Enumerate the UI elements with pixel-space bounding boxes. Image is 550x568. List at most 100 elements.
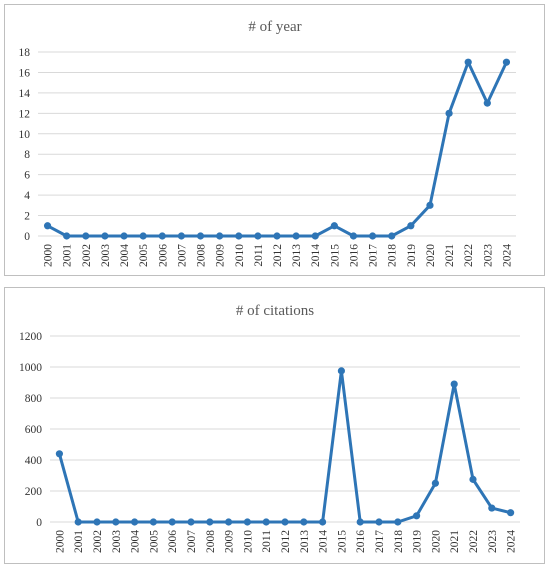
data-point xyxy=(349,232,358,240)
chart-title: # of year xyxy=(248,19,301,35)
x-tick-label: 2005 xyxy=(148,530,160,553)
series-line xyxy=(57,369,511,524)
x-tick-label: 2019 xyxy=(406,244,418,267)
x-tick-label: 2009 xyxy=(215,244,227,267)
data-point xyxy=(369,232,377,240)
data-point xyxy=(426,201,434,209)
y-tick-label: 1000 xyxy=(19,362,42,374)
data-point xyxy=(82,232,90,240)
x-tick-label: 2020 xyxy=(430,530,442,553)
y-tick-label: 600 xyxy=(25,424,43,436)
data-point xyxy=(101,232,109,240)
data-point xyxy=(158,232,166,240)
x-tick-label: 2022 xyxy=(468,530,480,553)
x-tick-label: 2007 xyxy=(176,244,188,267)
data-point xyxy=(469,475,477,483)
x-tick-label: 2019 xyxy=(412,530,424,553)
data-point xyxy=(507,509,515,517)
x-tick-label: 2001 xyxy=(73,530,85,553)
y-tick-label: 12 xyxy=(19,108,31,120)
data-point xyxy=(177,232,185,240)
x-tick-label: 2017 xyxy=(368,244,380,267)
data-point xyxy=(281,518,289,526)
x-tick-label: 2018 xyxy=(393,530,405,553)
x-tick-label: 2002 xyxy=(92,530,104,553)
x-tick-label: 2010 xyxy=(234,244,246,267)
x-tick-label: 2000 xyxy=(43,244,55,267)
y-tick-label: 200 xyxy=(25,486,43,498)
x-tick-label: 2005 xyxy=(138,244,150,267)
data-point xyxy=(168,518,176,526)
x-tick-label: 2008 xyxy=(196,244,208,267)
x-tick-label: 2023 xyxy=(482,244,494,267)
y-tick-label: 800 xyxy=(25,393,43,405)
x-tick-label: 2006 xyxy=(167,530,179,553)
data-point xyxy=(337,367,345,375)
y-tick-label: 6 xyxy=(24,170,30,182)
x-tick-label: 2004 xyxy=(130,530,142,553)
x-tick-label: 2020 xyxy=(425,244,437,267)
data-point xyxy=(292,232,300,240)
chart-panel-citations: # of citations 0 200 400 600 800 1000 1200 2000… xyxy=(4,287,545,564)
x-tick-label: 2016 xyxy=(348,244,360,267)
x-tick-label: 2013 xyxy=(299,530,311,553)
y-tick-label: 8 xyxy=(24,149,30,161)
data-point xyxy=(131,518,139,526)
data-point xyxy=(235,232,243,240)
data-point xyxy=(93,518,101,526)
x-tick-label: 2011 xyxy=(253,244,265,267)
x-tick-label: 2023 xyxy=(487,530,499,553)
data-point xyxy=(488,504,496,512)
data-point xyxy=(431,479,439,487)
y-tick-label: 2 xyxy=(24,211,30,223)
data-point xyxy=(74,518,82,526)
data-point xyxy=(196,232,205,240)
y-tick-label: 14 xyxy=(19,88,31,100)
chart-citations: # of citations 0 200 400 600 800 1000 1200 2000… xyxy=(19,303,520,553)
data-point xyxy=(187,518,195,526)
data-point xyxy=(388,232,396,240)
x-tick-label: 2016 xyxy=(355,530,367,553)
y-tick-label: 10 xyxy=(19,129,31,141)
y-tick-label: 0 xyxy=(36,517,42,529)
data-point xyxy=(311,232,319,240)
data-point xyxy=(413,512,421,520)
data-point xyxy=(375,518,383,526)
x-tick-label: 2024 xyxy=(501,244,513,267)
data-point xyxy=(330,222,338,230)
x-tick-label: 2014 xyxy=(318,530,330,553)
data-point xyxy=(225,518,233,526)
data-point xyxy=(300,518,308,526)
data-point xyxy=(273,232,281,240)
x-tick-label: 2008 xyxy=(205,530,217,553)
data-point xyxy=(206,518,214,526)
data-point xyxy=(216,232,224,240)
x-tick-label: 2021 xyxy=(449,530,461,553)
data-point xyxy=(394,518,402,526)
y-tick-label: 4 xyxy=(24,190,30,202)
x-tick-label: 2024 xyxy=(506,530,518,553)
x-tick-label: 2004 xyxy=(119,244,131,267)
x-tick-label: 2000 xyxy=(54,530,66,553)
y-tick-label: 16 xyxy=(19,67,31,79)
data-point xyxy=(112,518,120,526)
x-tick-label: 2009 xyxy=(224,530,236,553)
data-point xyxy=(254,232,262,240)
chart-year: # of year 0 2 4 6 8 10 12 14 16 18 2000 2001 2002 200… xyxy=(19,19,516,267)
x-tick-label: 2010 xyxy=(242,530,254,553)
y-tick-label: 18 xyxy=(19,47,31,59)
x-tick-label: 2014 xyxy=(310,244,322,267)
x-tick-label: 2012 xyxy=(272,244,284,267)
data-point xyxy=(262,518,270,526)
data-point xyxy=(243,518,251,526)
series-line xyxy=(46,60,508,238)
x-tick-label: 2017 xyxy=(374,530,386,553)
data-point xyxy=(319,518,327,526)
x-tick-label: 2015 xyxy=(336,530,348,553)
data-point xyxy=(356,518,364,526)
data-point xyxy=(43,222,52,230)
x-tick-label: 2003 xyxy=(100,244,112,267)
x-tick-label: 2013 xyxy=(291,244,303,267)
x-tick-label: 2018 xyxy=(387,244,399,267)
data-point xyxy=(483,99,491,107)
